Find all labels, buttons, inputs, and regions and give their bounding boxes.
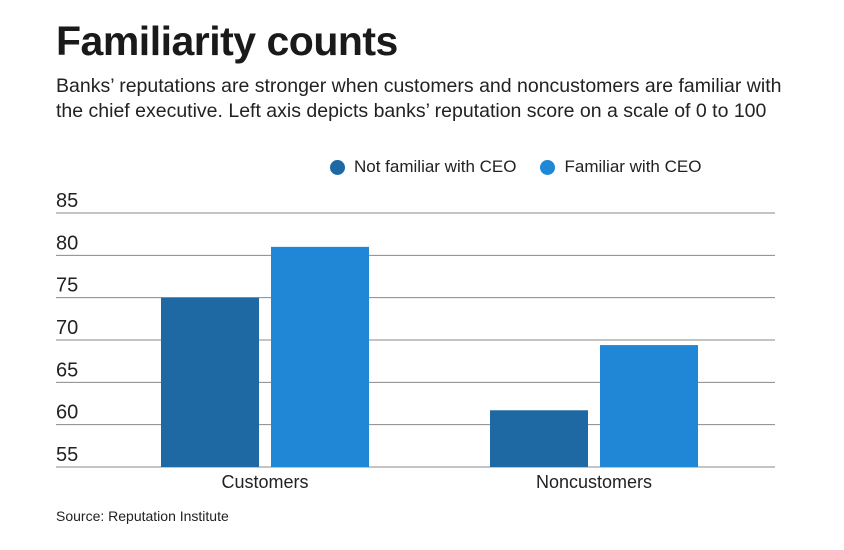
source-note: Source: Reputation Institute: [56, 508, 229, 524]
y-tick-label-60: 60: [56, 402, 78, 424]
legend-swatch-familiar: [540, 159, 556, 175]
bar-customers-not-familiar: [161, 297, 259, 467]
x-tick-label-noncustomers: Noncustomers: [536, 472, 652, 492]
bar-customers-familiar: [271, 246, 369, 467]
chart-subtitle: Banks’ reputations are stronger when cus…: [56, 75, 782, 122]
x-tick-label-customers: Customers: [221, 472, 308, 492]
legend-label-familiar: Familiar with CEO: [564, 157, 702, 176]
y-tick-label-65: 65: [56, 359, 78, 381]
y-tick-label-70: 70: [56, 317, 78, 339]
bar-noncustomers-familiar: [600, 345, 698, 467]
legend-label-not-familiar: Not familiar with CEO: [354, 157, 517, 176]
legend-swatch-not-familiar: [330, 159, 345, 175]
chart-title: Familiarity counts: [56, 18, 398, 64]
y-tick-label-85: 85: [56, 190, 78, 212]
bar-noncustomers-not-familiar: [490, 410, 588, 467]
y-tick-label-75: 75: [56, 275, 78, 297]
legend-item-familiar: Familiar with CEO: [540, 157, 701, 177]
legend-item-not-familiar: Not familiar with CEO: [330, 157, 516, 177]
y-tick-label-55: 55: [56, 444, 78, 466]
y-tick-label-80: 80: [56, 232, 78, 254]
legend: Not familiar with CEO Familiar with CEO: [330, 157, 701, 177]
